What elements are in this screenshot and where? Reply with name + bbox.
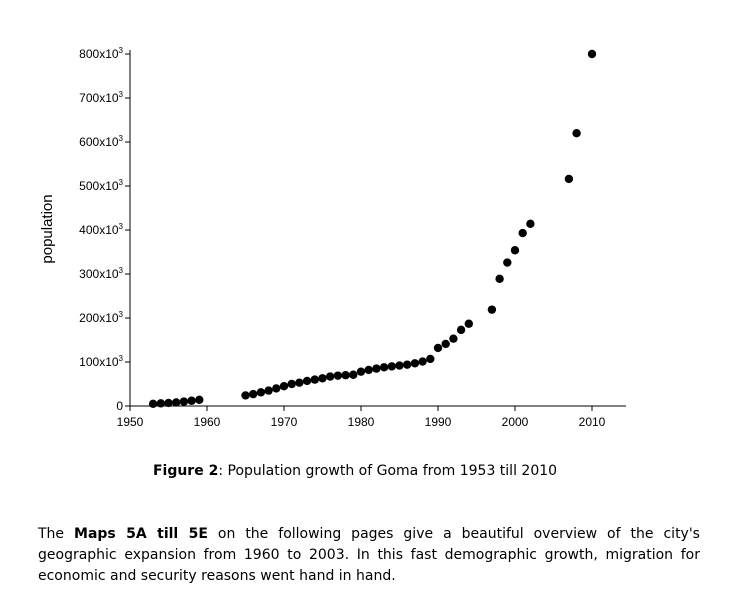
y-tick-label: 600x103	[79, 134, 123, 149]
y-tick-label: 200x103	[79, 310, 123, 325]
data-point	[341, 371, 350, 380]
population-scatter-chart: 0 100x103 200x103 300x103 400x103 500x103 600x…	[39, 46, 626, 429]
data-point	[372, 364, 381, 373]
data-point	[156, 399, 165, 408]
x-tick-label: 2010	[579, 415, 606, 429]
data-point	[310, 375, 319, 384]
paragraph-rest: on the following pages give a beautiful …	[38, 526, 700, 584]
paragraph-maps-reference: Maps 5A till 5E	[74, 526, 208, 542]
data-point	[426, 354, 435, 364]
figure-caption-label: Figure 2	[152, 463, 219, 479]
data-point	[179, 397, 189, 406]
data-point	[456, 325, 466, 335]
x-tick-label: 2000	[502, 415, 529, 429]
data-point	[526, 219, 535, 229]
data-point	[495, 274, 504, 284]
data-point	[503, 258, 512, 267]
data-point	[195, 395, 204, 405]
data-point	[349, 370, 358, 379]
x-tick-label: 1990	[425, 415, 452, 429]
x-tick-label: 1960	[194, 415, 221, 429]
data-point	[410, 359, 420, 368]
data-point	[572, 129, 581, 138]
data-point	[333, 371, 343, 380]
x-tick-label: 1980	[348, 415, 375, 429]
paragraph-intro: The	[38, 526, 75, 542]
data-point	[326, 372, 335, 381]
data-point	[518, 228, 527, 238]
data-point	[256, 388, 266, 397]
figure-caption-text: : Population growth of Goma from 1953 ti…	[218, 463, 558, 479]
data-point	[187, 396, 196, 405]
data-point	[379, 363, 389, 372]
data-point	[587, 49, 597, 59]
data-point	[287, 379, 296, 389]
x-tick-label: 1970	[271, 415, 298, 429]
x-tick-label: 1950	[117, 415, 144, 429]
data-point	[564, 174, 574, 184]
data-point	[249, 389, 258, 399]
data-point	[464, 319, 473, 328]
x-axis: 1950 1960 1970 1980 1990 2000 2010	[117, 405, 626, 429]
data-point	[487, 305, 497, 314]
data-point	[433, 343, 443, 353]
y-tick-label: 500x103	[79, 178, 123, 193]
data-point	[172, 398, 181, 407]
y-axis: 0 100x103 200x103 300x103 400x103 500x103 600x…	[79, 46, 131, 413]
data-point	[387, 362, 396, 371]
figure-caption: Figure 2: Population growth of Goma from…	[0, 463, 710, 479]
data-point	[148, 399, 158, 408]
data-point	[164, 398, 173, 408]
data-point	[241, 391, 250, 400]
data-point	[449, 334, 458, 343]
data-point	[272, 384, 281, 393]
y-tick-label: 400x103	[79, 222, 123, 237]
y-tick-label: 800x103	[79, 46, 123, 61]
data-points	[148, 49, 597, 408]
y-tick-label: 0	[116, 399, 123, 413]
data-point	[264, 386, 273, 395]
data-point	[302, 376, 312, 386]
data-point	[295, 378, 304, 387]
y-axis-title: population	[39, 194, 56, 263]
data-point	[441, 339, 450, 349]
y-tick-label: 300x103	[79, 266, 123, 281]
y-tick-label: 100x103	[79, 354, 123, 369]
data-point	[510, 246, 520, 255]
data-point	[395, 361, 404, 370]
data-point	[356, 367, 366, 376]
data-point	[418, 357, 427, 366]
data-point	[279, 382, 289, 391]
data-point	[364, 365, 373, 375]
data-point	[403, 360, 412, 369]
y-tick-label: 700x103	[79, 90, 123, 105]
body-paragraph: The Maps 5A till 5E on the following pag…	[38, 524, 700, 587]
data-point	[318, 374, 327, 383]
